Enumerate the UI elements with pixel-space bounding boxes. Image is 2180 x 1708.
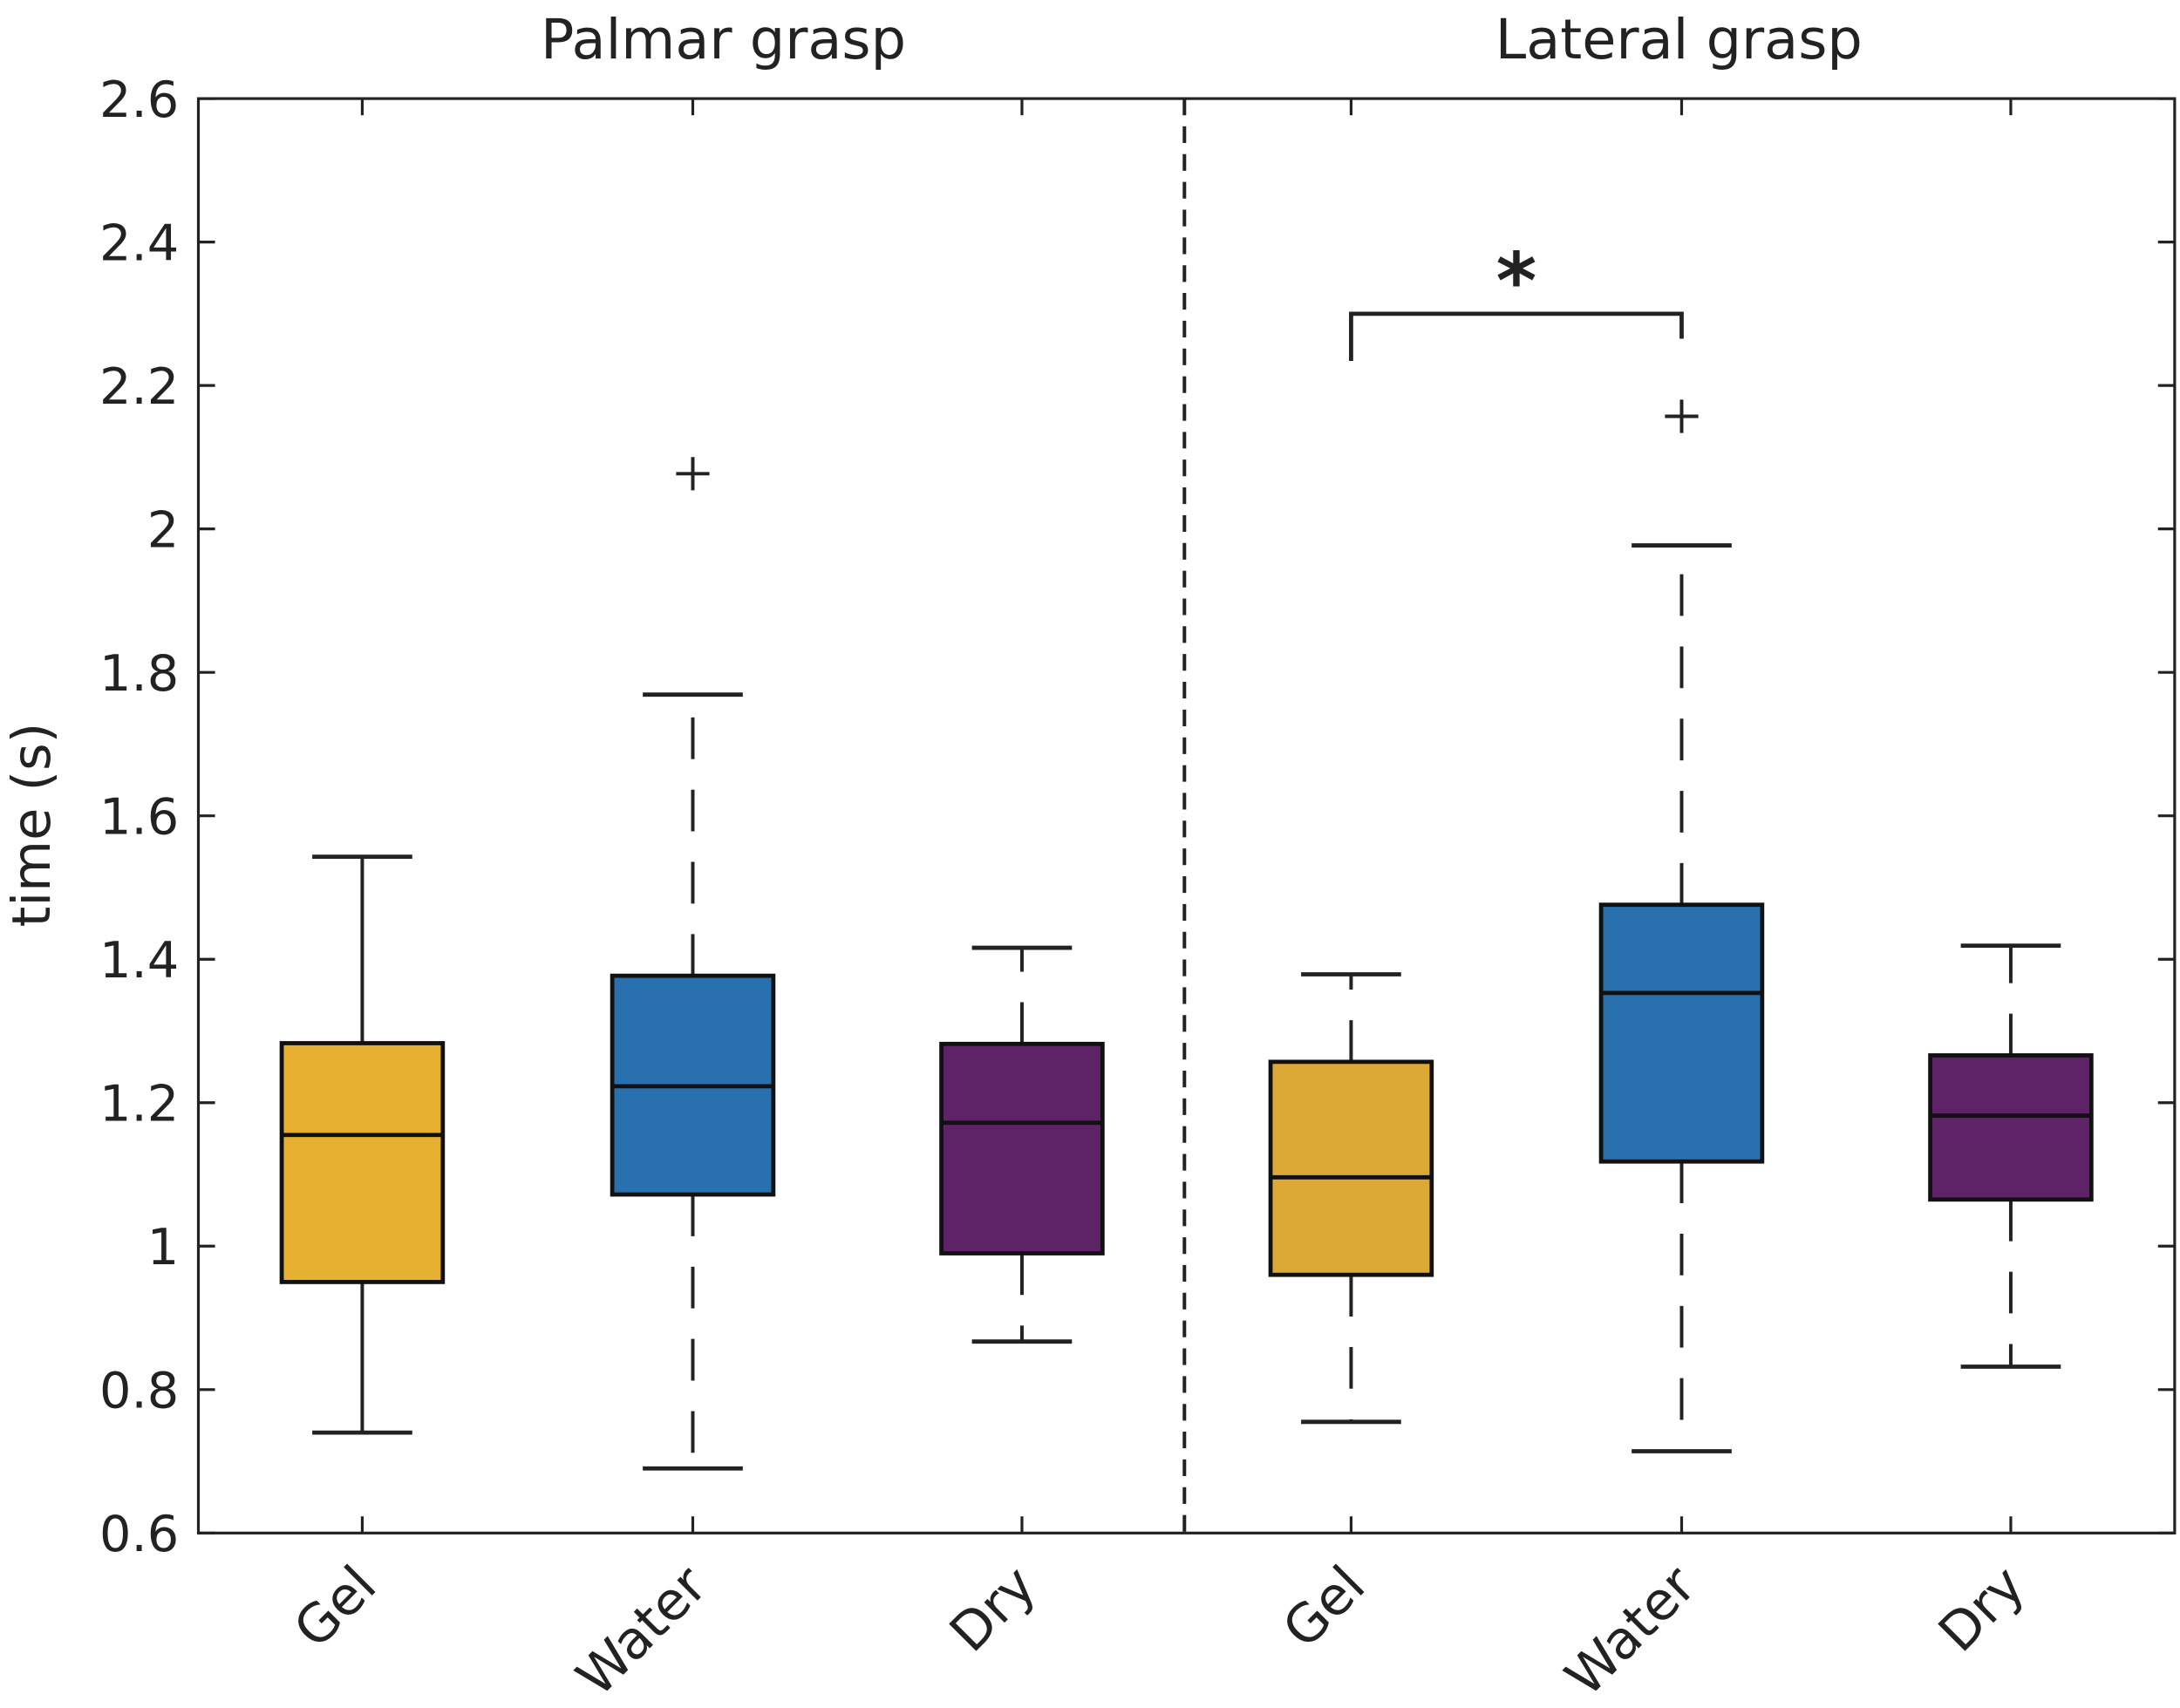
y-tick-label: 1.6: [99, 787, 179, 846]
y-tick-label: 2.2: [99, 357, 179, 416]
x-tick-label: Water: [565, 1555, 719, 1708]
y-tick-label: 0.6: [99, 1505, 179, 1563]
significance-star: *: [1496, 236, 1537, 327]
x-tick-label: Dry: [938, 1555, 1047, 1664]
outlier-marker: [676, 457, 710, 491]
y-axis-label: time (s): [2, 723, 63, 928]
y-tick-label: 2: [147, 500, 179, 559]
y-tick-label: 0.8: [99, 1362, 179, 1420]
y-tick-label: 1.4: [99, 931, 179, 990]
y-tick-label: 1.8: [99, 644, 179, 703]
y-tick-label: 1.2: [99, 1074, 179, 1133]
outlier-marker: [1665, 399, 1699, 433]
box-gel: [1268, 1059, 1434, 1277]
y-tick-label: 1: [147, 1218, 179, 1276]
group-title-lateral: Lateral grasp: [1495, 8, 1863, 72]
x-tick-label: Gel: [283, 1555, 388, 1660]
box-water: [1598, 902, 1765, 1164]
y-tick-label: 2.6: [99, 71, 179, 129]
x-tick-label: Gel: [1271, 1555, 1377, 1660]
y-tick-label: 2.4: [99, 214, 179, 272]
box-dry: [939, 1041, 1105, 1255]
box-dry: [1928, 1053, 2094, 1202]
group-title-palmar: Palmar grasp: [541, 8, 906, 72]
significance-bracket: [1349, 311, 1684, 362]
box-gel: [279, 1041, 446, 1284]
x-tick-label: Water: [1554, 1555, 1707, 1708]
x-tick-label: Dry: [1927, 1555, 2036, 1664]
plot-frame: [196, 97, 2177, 1534]
